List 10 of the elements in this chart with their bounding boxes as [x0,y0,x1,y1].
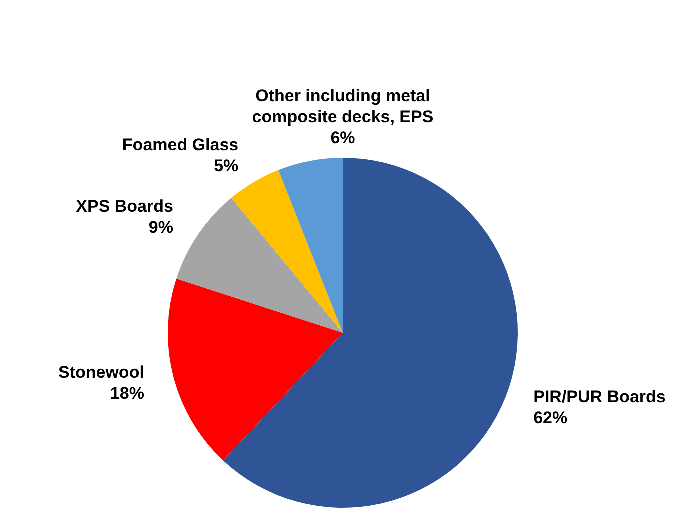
slice-label: XPS Boards [76,196,174,216]
slice-label: PIR/PUR Boards [534,388,666,407]
data-label: 6% [330,128,356,148]
slice-label: Other including metal composite decks, EPS [252,86,434,126]
data-label: 9% [148,218,174,237]
data-label: 5% [214,156,239,176]
slice-label: Stonewool [58,363,144,382]
data-label: 62% [534,408,568,428]
data-label: 18% [110,384,144,404]
slice-label: Foamed Glass [122,136,239,155]
